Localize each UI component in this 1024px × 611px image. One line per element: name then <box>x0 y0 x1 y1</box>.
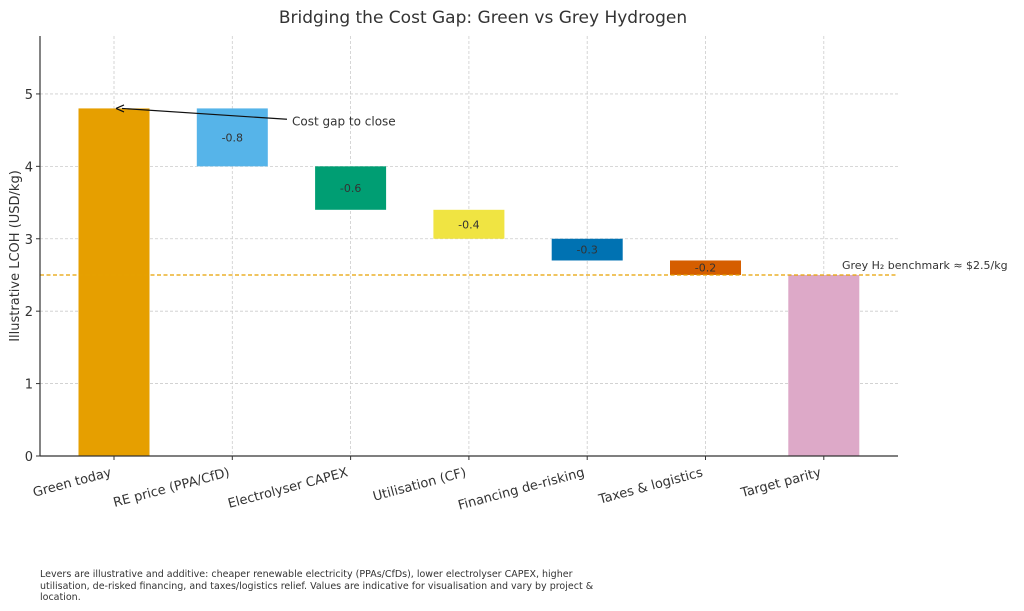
x-tick-label: Taxes & logistics <box>596 465 704 508</box>
bar-financing-de-risking <box>551 238 623 261</box>
bar-electrolyser-capex <box>315 166 387 210</box>
bar-value-label: -0.4 <box>458 218 479 231</box>
y-tick-label: 5 <box>25 88 33 103</box>
bar-value-label: -0.8 <box>222 131 243 144</box>
bar-taxes-logistics <box>670 260 741 275</box>
x-tick-label: Utilisation (CF) <box>371 465 468 504</box>
grid-layer <box>40 36 898 456</box>
bar-layer: -0.8 -0.6 -0.4 -0.3 -0.2 <box>78 108 860 457</box>
bar-value-label: -0.3 <box>576 244 597 257</box>
y-tick-label: 3 <box>25 233 33 248</box>
annotation-arrow-line <box>121 107 288 120</box>
x-tick-label: RE price (PPA/CfD) <box>112 465 232 510</box>
x-tick-label: Target parity <box>738 465 823 501</box>
y-tick-label: 4 <box>25 160 33 175</box>
x-tick-label: Electrolyser CAPEX <box>226 465 349 511</box>
y-tick-label: 2 <box>25 305 33 320</box>
benchmark-layer: Grey H₂ benchmark ≈ $2.5/kg <box>40 259 1008 276</box>
bar-value-label: -0.2 <box>695 262 716 275</box>
arrowhead-icon <box>115 104 125 113</box>
y-tick-label: 1 <box>25 378 33 393</box>
bar-target-parity <box>788 274 860 456</box>
bar-value-label: -0.6 <box>340 182 361 195</box>
y-tick-label: 0 <box>25 450 33 465</box>
bar-re-price-ppa-cfd- <box>196 108 268 167</box>
bar-green-today <box>78 108 150 457</box>
x-tick-label: Financing de-risking <box>457 465 587 513</box>
y-axis-label: Illustrative LCOH (USD/kg) <box>8 170 23 342</box>
x-tick-label: Green today <box>31 465 113 500</box>
annotation-layer: Cost gap to close <box>115 104 396 128</box>
chart-title: Bridging the Cost Gap: Green vs Grey Hyd… <box>279 8 687 28</box>
annotation-text: Cost gap to close <box>292 114 396 128</box>
benchmark-label: Grey H₂ benchmark ≈ $2.5/kg <box>842 259 1008 272</box>
caption-note: Levers are illustrative and additive: ch… <box>40 569 594 603</box>
bar-utilisation-cf- <box>433 209 505 239</box>
